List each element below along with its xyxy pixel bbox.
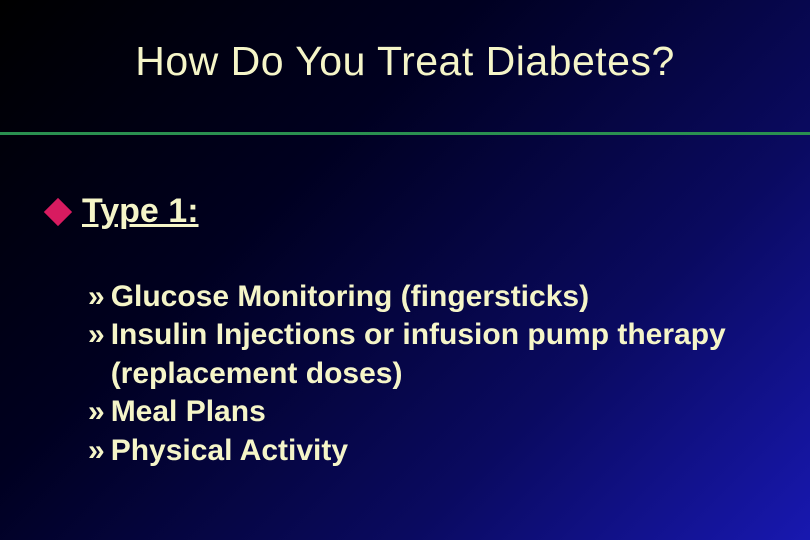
list-item: » Insulin Injections or infusion pump th… [88,316,770,393]
chevron-bullet-icon: » [88,393,105,431]
main-bullet-label: Type 1: [82,192,199,231]
list-item: » Meal Plans [88,393,770,431]
chevron-bullet-icon: » [88,316,105,354]
list-item: » Physical Activity [88,432,770,470]
list-item-text: Meal Plans [111,393,770,431]
list-item-text: Glucose Monitoring (fingersticks) [111,278,770,316]
list-item-text: Physical Activity [111,432,770,470]
diamond-bullet-icon [44,197,72,225]
list-item-text: Insulin Injections or infusion pump ther… [111,316,770,393]
chevron-bullet-icon: » [88,432,105,470]
title-divider [0,132,810,135]
main-bullet: Type 1: [48,192,199,231]
sub-bullet-list: » Glucose Monitoring (fingersticks) » In… [88,278,770,470]
list-item: » Glucose Monitoring (fingersticks) [88,278,770,316]
slide-title: How Do You Treat Diabetes? [0,38,810,85]
slide: How Do You Treat Diabetes? Type 1: » Glu… [0,0,810,540]
chevron-bullet-icon: » [88,278,105,316]
